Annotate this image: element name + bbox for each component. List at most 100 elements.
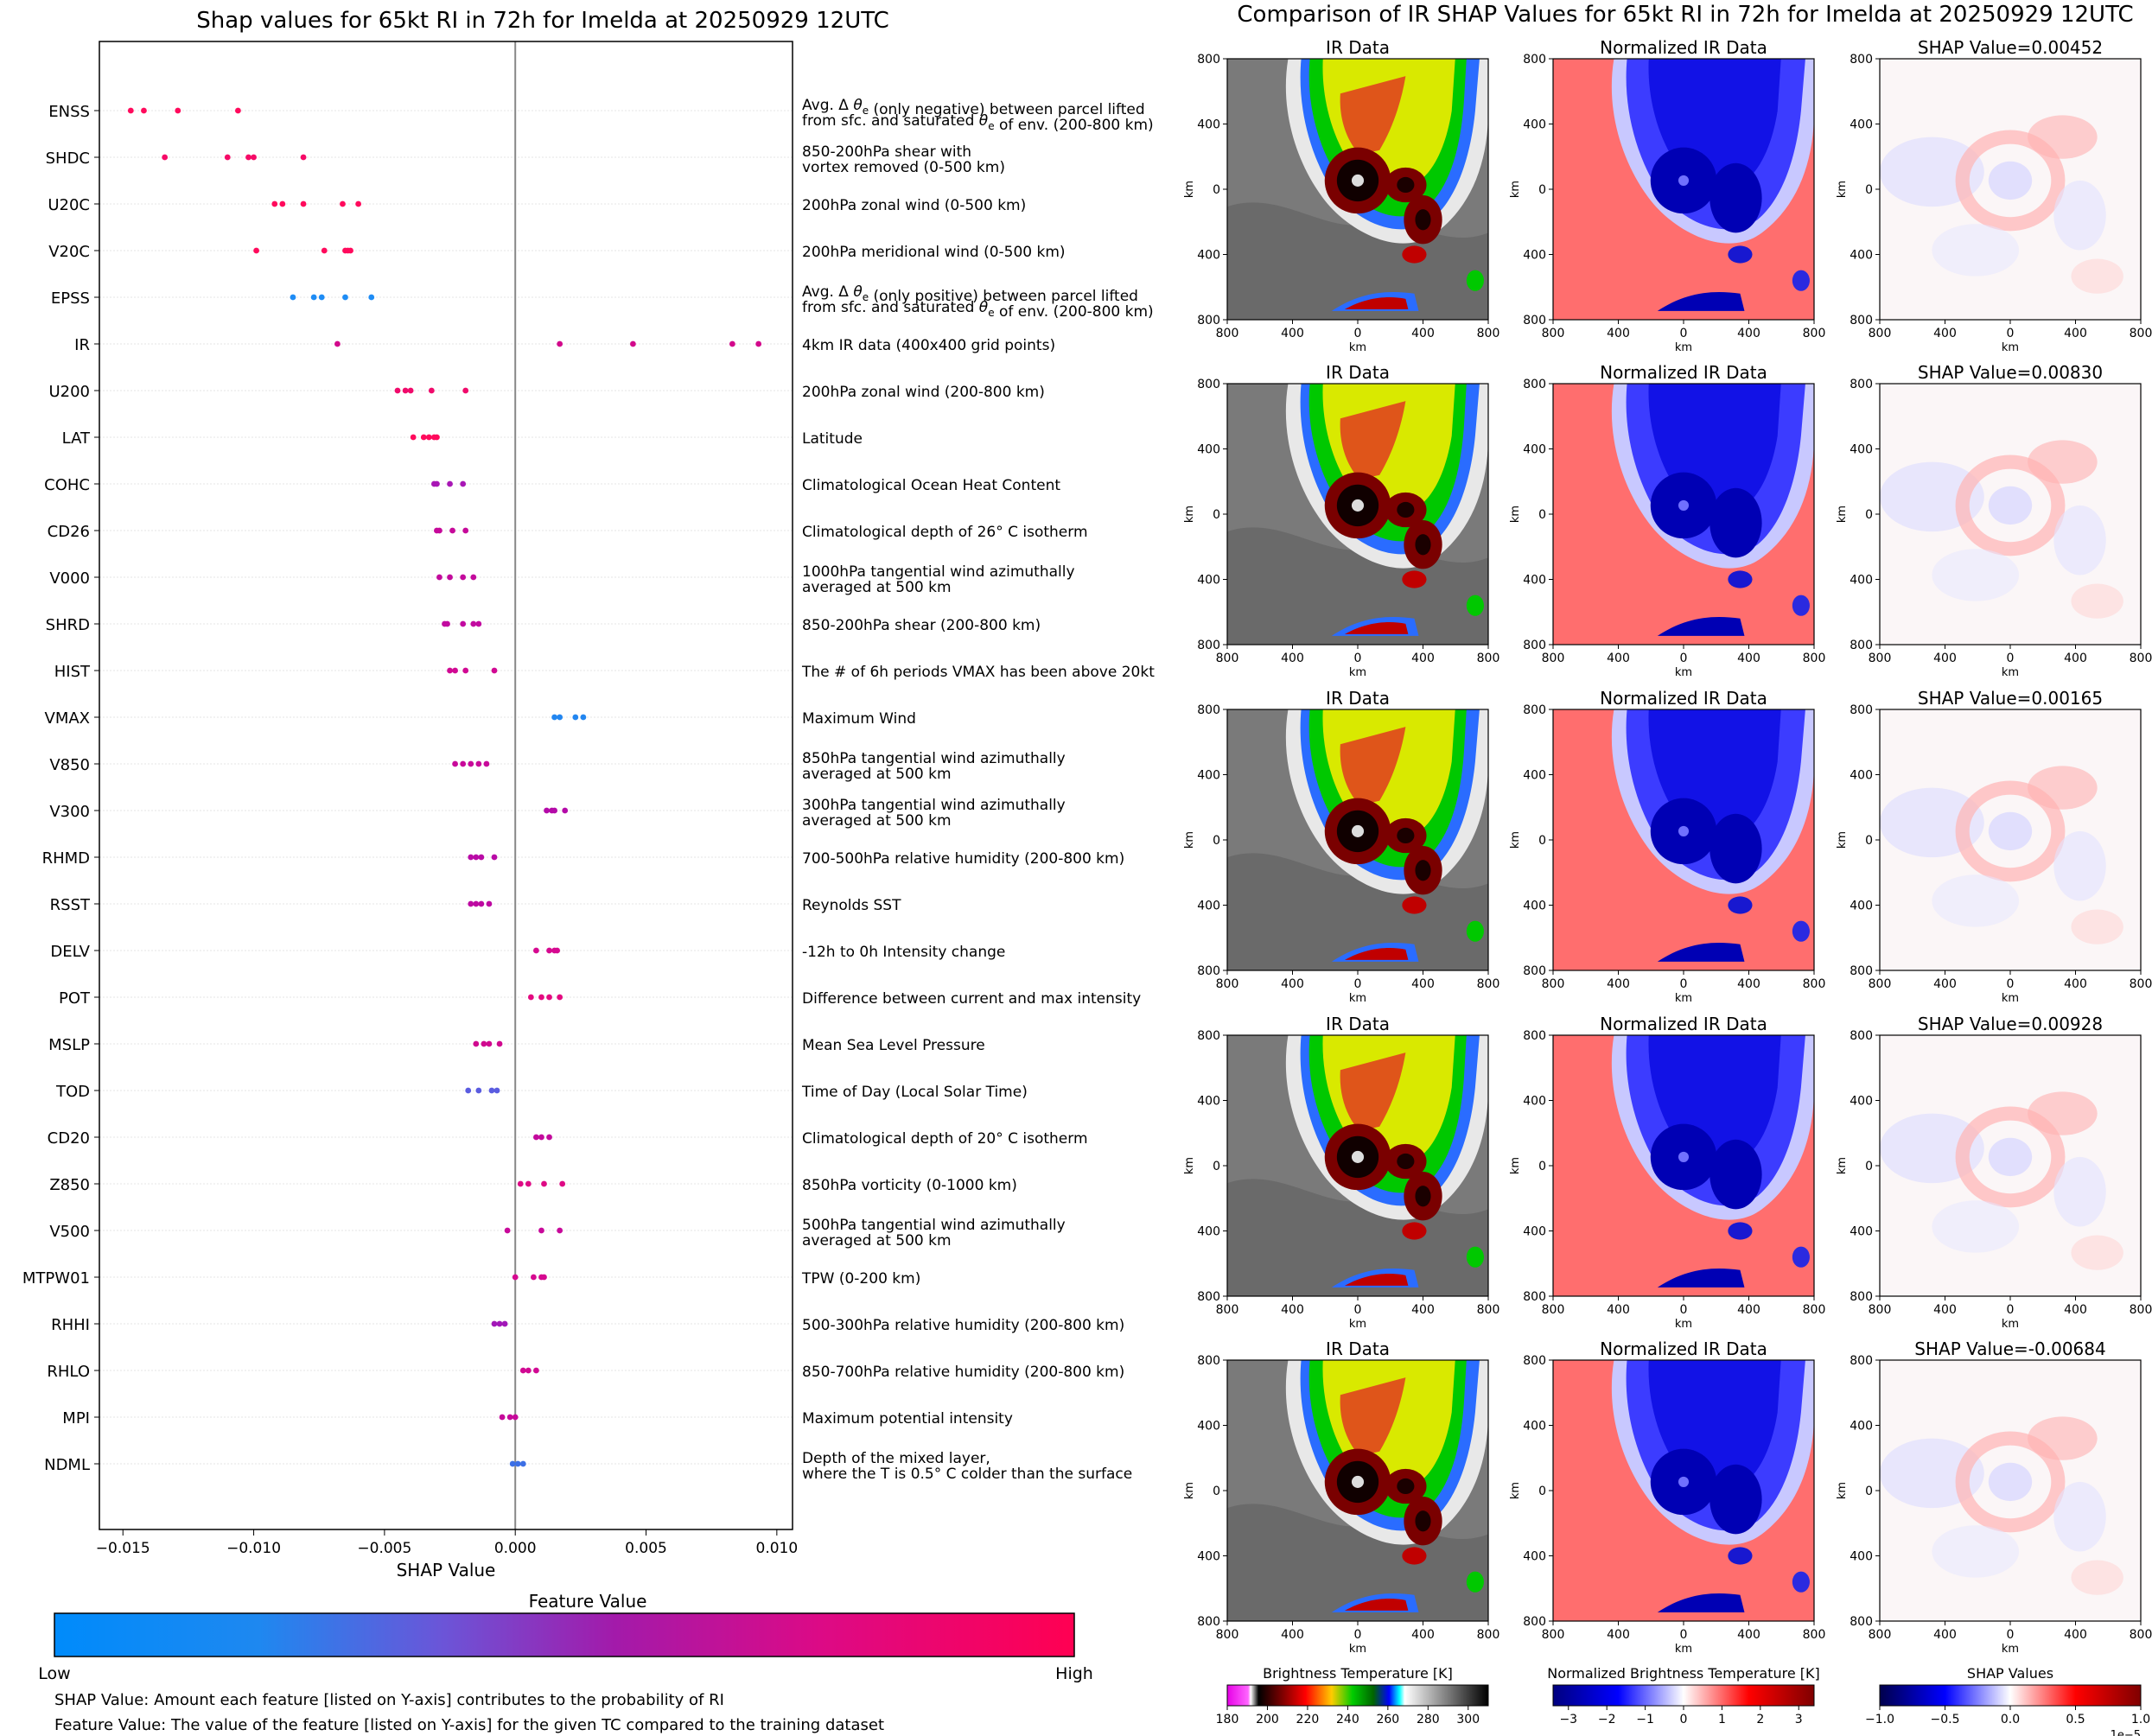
- panel-title: IR Data: [1326, 1014, 1390, 1034]
- shap-point: [478, 854, 485, 861]
- panel-x-tick-label: 0: [2007, 327, 2015, 340]
- shap-point: [271, 200, 278, 207]
- shap-point: [468, 760, 474, 767]
- panel-x-tick-label: 400: [1607, 652, 1630, 665]
- panel-x-tick-label: 400: [1607, 977, 1630, 991]
- panel-x-label: km: [1349, 341, 1366, 354]
- panel-image: [1553, 384, 1814, 645]
- panel-x-tick-label: 0: [2007, 1303, 2015, 1317]
- shap-point: [452, 667, 458, 674]
- panel-x-tick-label: 800: [1869, 652, 1892, 665]
- panel-y-tick-label: 400: [1197, 900, 1220, 913]
- feature-label: RSST: [50, 896, 91, 914]
- shap-point: [533, 1134, 539, 1141]
- shap-point: [559, 1180, 566, 1187]
- shap-point: [499, 1414, 506, 1421]
- feature-description: -12h to 0h Intensity change: [802, 944, 1005, 961]
- panel-y-tick-label: 800: [1523, 378, 1546, 391]
- feature-description: Difference between current and max inten…: [802, 990, 1141, 1008]
- panel-x-tick-label: 400: [2064, 652, 2087, 665]
- panel-x-tick-label: 800: [1803, 977, 1826, 991]
- panel-x-tick-label: 800: [1216, 652, 1239, 665]
- shap-point: [347, 247, 353, 254]
- feature-description: TPW (0-200 km): [801, 1270, 920, 1288]
- panel-y-tick-label: 800: [1523, 1290, 1546, 1304]
- shap-point: [491, 1320, 498, 1327]
- colorbar-tick-label: 0.0: [2001, 1713, 2020, 1726]
- shap-point: [251, 154, 257, 161]
- shap-point: [525, 1367, 532, 1374]
- panel-y-tick-label: 0: [1865, 1485, 1873, 1498]
- panel-title: SHAP Value=0.00928: [1918, 1014, 2103, 1034]
- panel-y-tick-label: 400: [1523, 1095, 1546, 1109]
- panel-x-tick-label: 400: [2064, 1303, 2087, 1317]
- panel-y-tick-label: 800: [1197, 1615, 1220, 1629]
- shap-point: [355, 200, 362, 207]
- ir-comparison-panel: Comparison of IR SHAP Values for 65kt RI…: [1183, 2, 2152, 1736]
- panel-x-tick-label: 800: [2130, 1303, 2152, 1317]
- feature-description: Avg. Δ θe (only positive) between parcel…: [802, 283, 1138, 305]
- panel-x-tick-label: 400: [1411, 1628, 1435, 1642]
- feature-description: 500-300hPa relative humidity (200-800 km…: [802, 1317, 1124, 1334]
- colorbar-tick-label: 1: [1718, 1713, 1726, 1726]
- panel-y-label: km: [1509, 1482, 1522, 1499]
- panel-x-label: km: [1675, 1643, 1692, 1656]
- shap-point: [533, 1367, 539, 1374]
- feature-description: 700-500hPa relative humidity (200-800 km…: [802, 850, 1124, 868]
- colorbar-title: Normalized Brightness Temperature [K]: [1547, 1665, 1820, 1682]
- panel-y-tick-label: 400: [1850, 574, 1873, 588]
- shap-point: [340, 200, 346, 207]
- panel-image: [1553, 1360, 1814, 1621]
- shap-point: [279, 200, 286, 207]
- panel-x-label: km: [1675, 992, 1692, 1005]
- panel-y-label: km: [1836, 1482, 1849, 1499]
- shap-point: [447, 574, 453, 581]
- panel-y-tick-label: 800: [1850, 639, 1873, 652]
- colorbar-high-label: High: [1055, 1664, 1093, 1683]
- shap-point: [141, 107, 147, 114]
- shap-point: [486, 1040, 493, 1047]
- panel-y-tick-label: 800: [1197, 1290, 1220, 1304]
- shap-point: [546, 1134, 552, 1141]
- panel-y-tick-label: 800: [1197, 964, 1220, 978]
- colorbar-bar: [1226, 1684, 1489, 1707]
- feature-description: Maximum potential intensity: [802, 1410, 1013, 1428]
- panel-y-tick-label: 800: [1850, 703, 1873, 717]
- colorbar-tick-label: 0: [1680, 1713, 1688, 1726]
- image-grid: IR Data80080040040000400400800800kmkmNor…: [1183, 37, 2152, 1656]
- panel-x-tick-label: 400: [1933, 1303, 1957, 1317]
- panel-y-tick-label: 800: [1523, 314, 1546, 327]
- shap-point: [162, 154, 169, 161]
- shap-point: [538, 1134, 544, 1141]
- panel-title: Normalized IR Data: [1600, 688, 1767, 709]
- feature-description: 200hPa zonal wind (200-800 km): [802, 384, 1045, 401]
- panel-x-tick-label: 800: [1216, 977, 1239, 991]
- colorbar: Brightness Temperature [K] 180 200 220 240 26…: [1216, 1665, 1489, 1726]
- panel-x-tick-label: 800: [1803, 327, 1826, 340]
- shap-point: [318, 294, 325, 301]
- panel-x-tick-label: 800: [2130, 327, 2152, 340]
- shap-point: [517, 1180, 524, 1187]
- shap-point: [460, 760, 467, 767]
- panel-y-tick-label: 800: [1523, 703, 1546, 717]
- panel-x-tick-label: 400: [1933, 652, 1957, 665]
- feature-label: MTPW01: [22, 1269, 90, 1288]
- panel-x-tick-label: 800: [1869, 327, 1892, 340]
- panel-x-label: km: [2002, 341, 2019, 354]
- feature-description: averaged at 500 km: [802, 1232, 952, 1250]
- feature-description: 300hPa tangential wind azimuthally: [802, 797, 1066, 814]
- colorbar-tick-label: −2: [1598, 1713, 1616, 1726]
- shap-point: [434, 434, 440, 441]
- feature-label: POT: [59, 989, 91, 1008]
- panel-x-tick-label: 800: [1216, 1303, 1239, 1317]
- shap-point: [546, 947, 552, 954]
- panel-y-tick-label: 800: [1850, 378, 1873, 391]
- panel-x-tick-label: 800: [1477, 1303, 1500, 1317]
- shap-point: [460, 480, 467, 487]
- panel-y-tick-label: 400: [1197, 118, 1220, 132]
- feature-label: CD26: [48, 523, 90, 541]
- shap-point: [420, 434, 427, 441]
- feature-description: averaged at 500 km: [802, 812, 952, 830]
- shap-point: [468, 900, 474, 907]
